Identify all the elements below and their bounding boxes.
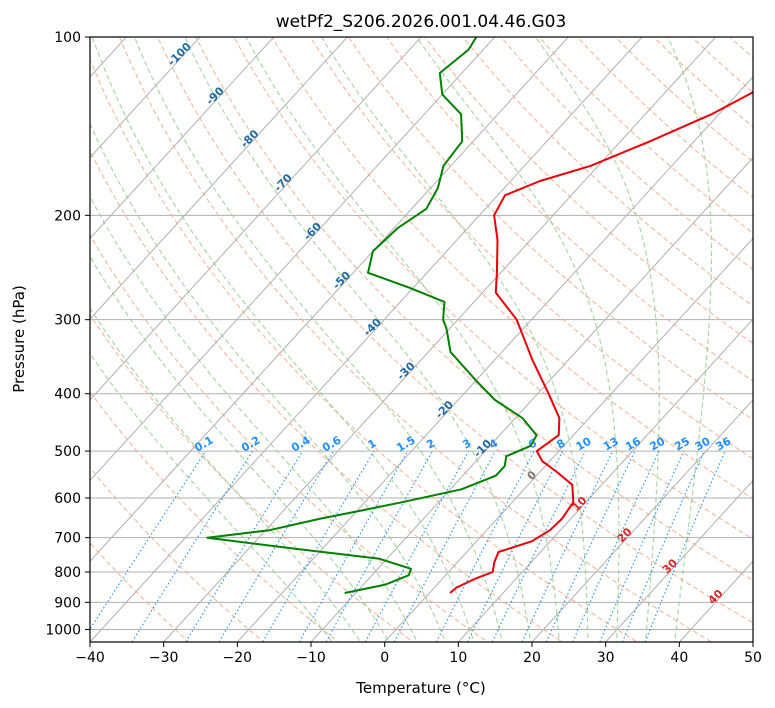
y-tick-label: 500 bbox=[54, 444, 81, 460]
chart-title: wetPf2_S206.2026.001.04.46.G03 bbox=[276, 12, 567, 32]
moist-adiabat-line bbox=[666, 37, 712, 642]
y-tick-label: 900 bbox=[54, 595, 81, 611]
mixing-ratio-lines bbox=[90, 450, 726, 642]
dry-adiabat-line bbox=[90, 467, 265, 642]
y-tick-label: 700 bbox=[54, 531, 81, 547]
x-tick-label: 40 bbox=[670, 650, 688, 666]
moist-adiabat-line bbox=[320, 37, 589, 642]
moist-adiabat-line bbox=[184, 37, 532, 642]
temperature-profile bbox=[449, 91, 753, 594]
moist-adiabat-line bbox=[90, 352, 333, 642]
dry-adiabats bbox=[90, 37, 753, 642]
x-tick-label: 10 bbox=[449, 650, 467, 666]
dry-adiabat-line bbox=[233, 37, 753, 540]
dry-adiabat-line bbox=[90, 234, 489, 642]
mixing-ratio-line bbox=[545, 450, 636, 642]
x-axis-label: Temperature (°C) bbox=[355, 679, 485, 697]
moist-adiabats bbox=[90, 37, 712, 642]
mixing-ratio-line bbox=[599, 450, 685, 642]
sounding-profiles bbox=[206, 37, 753, 594]
x-tick-label: 30 bbox=[597, 650, 615, 666]
y-tick-label: 400 bbox=[54, 387, 81, 403]
mixing-ratio-line bbox=[218, 450, 334, 642]
mixing-ratio-line bbox=[521, 450, 614, 642]
x-tick-label: −40 bbox=[75, 650, 105, 666]
isotherm-line bbox=[90, 37, 570, 563]
x-tick-label: −20 bbox=[223, 650, 253, 666]
isotherm-line bbox=[90, 37, 349, 320]
isotherm-line bbox=[604, 479, 753, 642]
mixing-ratio-line bbox=[572, 450, 660, 642]
x-tick-label: −30 bbox=[149, 650, 179, 666]
moist-adiabat-line bbox=[90, 122, 447, 642]
x-tick-label: 20 bbox=[523, 650, 541, 666]
mixing-ratio-line bbox=[467, 450, 564, 642]
dry-adiabat-line bbox=[90, 391, 340, 642]
mixing-ratio-line bbox=[325, 450, 433, 642]
moist-adiabat-line bbox=[90, 255, 390, 642]
isotherm-line bbox=[310, 156, 753, 642]
dry-adiabat-line bbox=[156, 37, 753, 624]
moist-adiabat-line bbox=[415, 37, 620, 642]
y-tick-label: 800 bbox=[54, 565, 81, 581]
dry-adiabat-line bbox=[118, 37, 713, 642]
mixing-ratio-line bbox=[298, 450, 409, 642]
x-tick-label: −10 bbox=[296, 650, 326, 666]
x-tick-label: 0 bbox=[380, 650, 389, 666]
x-tick-label: 50 bbox=[744, 650, 762, 666]
moist-adiabat-line bbox=[90, 195, 418, 642]
isotherm-line bbox=[457, 318, 753, 642]
moist-adiabat-line bbox=[245, 37, 560, 642]
x-axis-ticks: −40 −30 −20 −10 0 10 20 30 40 50 bbox=[75, 642, 762, 666]
y-axis-ticks: 100 200 300 400 500 600 700 800 900 1000 bbox=[45, 30, 90, 638]
y-tick-label: 300 bbox=[54, 313, 81, 329]
isotherm-line bbox=[90, 37, 496, 482]
dry-adiabat-line bbox=[90, 149, 564, 642]
isotherm-line bbox=[90, 37, 201, 159]
y-tick-label: 600 bbox=[54, 491, 81, 507]
isotherm-line bbox=[90, 37, 275, 240]
moist-adiabat-line bbox=[534, 37, 660, 642]
dry-adiabat-line bbox=[385, 37, 753, 382]
isotherm-line bbox=[236, 76, 753, 642]
y-tick-label: 200 bbox=[54, 208, 81, 224]
mixing-ratio-line bbox=[185, 450, 304, 642]
dry-adiabat-line bbox=[271, 37, 753, 500]
mixing-ratio-line bbox=[262, 450, 375, 642]
y-tick-label: 1000 bbox=[45, 622, 81, 638]
isotherm-line bbox=[90, 37, 422, 401]
dewpoint-profile bbox=[206, 37, 538, 594]
y-tick-label: 100 bbox=[54, 30, 81, 46]
y-axis-label: Pressure (hPa) bbox=[10, 285, 28, 393]
isotherm-line bbox=[90, 37, 643, 642]
dry-adiabat-line bbox=[347, 37, 753, 421]
mixing-ratio-line bbox=[621, 450, 705, 642]
plot-frame bbox=[89, 36, 754, 643]
moist-adiabat-line bbox=[90, 307, 362, 642]
isotherm-line bbox=[383, 237, 753, 642]
moist-adiabat-line bbox=[133, 37, 503, 642]
dry-adiabat-line bbox=[195, 37, 753, 582]
